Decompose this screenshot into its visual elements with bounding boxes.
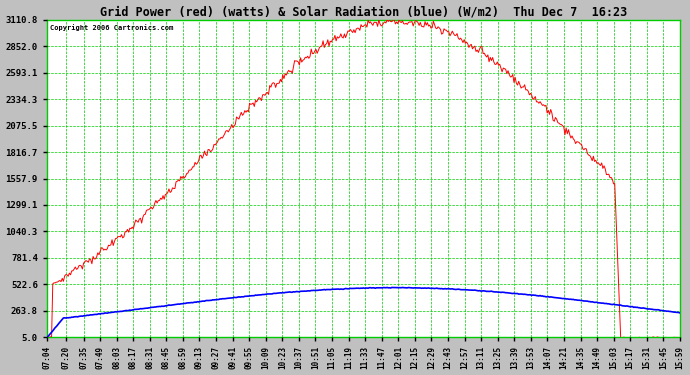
- Text: Copyright 2006 Cartronics.com: Copyright 2006 Cartronics.com: [50, 24, 173, 32]
- Title: Grid Power (red) (watts) & Solar Radiation (blue) (W/m2)  Thu Dec 7  16:23: Grid Power (red) (watts) & Solar Radiati…: [100, 6, 627, 18]
